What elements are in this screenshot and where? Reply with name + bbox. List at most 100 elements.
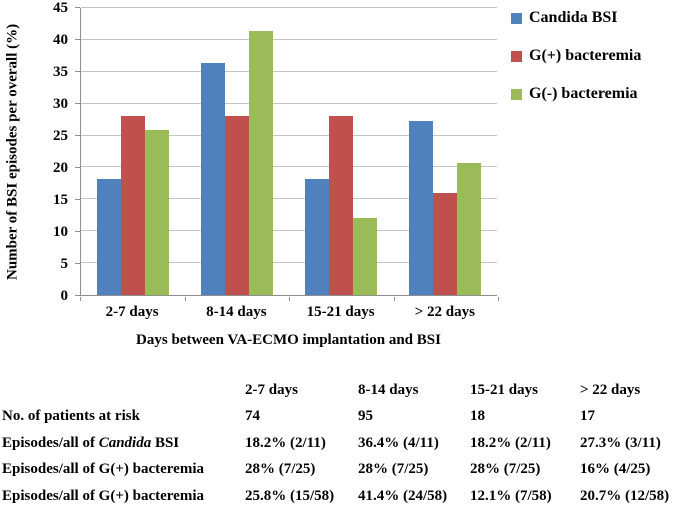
x-tick-mark [393,297,395,301]
legend-item-g-bacteremia: G(-) bacteremia [511,84,641,104]
legend-swatch-icon [511,50,522,62]
y-tick-mark [75,39,80,40]
table-row-label-text: Episodes/all of G(+) bacteremia [2,461,205,478]
table-value-cell: 18.2% (2/11) [245,434,326,451]
bar-g-bacteremia [225,116,249,295]
table-row-label: Episodes/all of G(+) bacteremia [2,483,245,509]
x-category-label: 8-14 days [206,304,267,320]
table-corner-cell [2,377,245,403]
table-header-cell: 15-21 days [470,382,538,398]
table-value-cell: 28% (7/25) [470,461,541,478]
legend-item-g-bacteremia: G(+) bacteremia [511,46,641,66]
y-tick-mark [75,167,80,168]
table-value-cell: 12.1% (7/58) [470,487,552,504]
bar-g-bacteremia [433,192,457,295]
bar-candida-bsi [305,178,329,295]
gridline [81,230,497,232]
gridline [81,7,497,8]
table-header-cell: 2-7 days [245,382,298,398]
bar-chart: Number of BSI episodes per overall (%) 0… [4,0,642,348]
y-tick-mark [75,199,80,200]
bar-candida-bsi [201,62,225,295]
y-tick-mark [75,231,80,232]
table-value-cell: 95 [358,408,373,425]
table-row-label-text: Candida [98,434,152,451]
bar-groups [81,8,497,295]
table-value-cell: 16% (4/25) [580,461,651,478]
table-header-cell: 8-14 days [358,382,419,398]
bar-group-15-21-days [289,8,393,295]
bar-candida-bsi [97,178,121,295]
legend: Candida BSI G(+) bacteremia G(-) bacteremi… [511,8,641,122]
bar-g-bacteremia [353,217,377,295]
gridline [81,102,497,104]
table-header-cell: > 22 days [580,382,641,398]
bar-candida-bsi [409,120,433,295]
table-row-label-text: Episodes/all of [2,434,99,451]
y-axis-ticks: 0 5 10 15 20 25 30 35 40 45 [38,0,80,304]
table-row-label: Episodes/all of G(+) bacteremia [2,456,245,482]
y-tick-mark [75,135,80,136]
table-row-label: Episodes/all of Candida BSI [2,430,245,456]
bar-g-bacteremia [457,162,481,295]
y-tick-mark [75,103,80,104]
gridline [81,70,497,72]
y-tick-mark [75,263,80,264]
table-row-label: No. of patients at risk [2,403,245,429]
table-value-cell: 25.8% (15/58) [245,487,335,504]
table-value-cell: 28% (7/25) [245,461,316,478]
legend-swatch-icon [511,88,522,100]
y-tick-label: 15 [53,192,68,209]
y-tick-label: 5 [60,256,69,273]
x-tick-mark [289,297,290,301]
gridline [81,38,497,40]
bar-group-2-7-days [81,8,185,295]
y-tick-label: 40 [53,32,68,49]
y-tick-mark [75,7,80,8]
legend-label: G(-) bacteremia [529,85,638,102]
plot-area [80,7,497,296]
table-value-cell: 36.4% (4/11) [358,434,439,451]
x-category-label: 15-21 days [306,304,375,320]
legend-label: G(+) bacteremia [529,47,642,64]
gridline [81,134,497,136]
bar-g-bacteremia [329,116,353,295]
y-tick-mark [75,295,80,296]
y-axis-title: Number of BSI episodes per overall (%) [4,23,21,281]
y-tick-label: 30 [53,96,68,113]
x-category-label: 2-7 days [105,304,159,320]
table-row-label-text: No. of patients at risk [2,408,140,425]
gridline [81,166,497,168]
y-tick-label: 35 [53,64,68,80]
bar-group-22-days [393,8,497,295]
table-value-cell: 41.4% (24/58) [358,487,448,504]
x-tick-mark [498,297,499,301]
bar-g-bacteremia [249,30,273,295]
y-tick-label: 20 [53,160,68,177]
legend-label: Candida BSI [529,9,618,26]
table-value-cell: 74 [245,408,260,425]
gridline [81,198,497,200]
table-row-label-text: BSI [151,434,180,451]
legend-swatch-icon [511,12,522,24]
x-category-label: > 22 days [414,304,475,320]
x-axis-labels: 2-7 days 8-14 days 15-21 days > 22 days [80,304,497,321]
table-value-cell: 18 [470,408,485,425]
bar-group-8-14-days [185,8,289,295]
gridline [81,262,497,264]
table-row-label-text: Episodes/all of G(+) bacteremia [2,487,205,504]
y-tick-mark [75,71,80,72]
table-value-cell: 27.3% (3/11) [580,434,661,451]
data-table: 2-7 days 8-14 days 15-21 days > 22 days No. … [2,377,683,509]
x-axis-title: Days between VA-ECMO implantation and BS… [136,332,441,348]
table-value-cell: 18.2% (2/11) [470,434,551,451]
bar-g-bacteremia [121,116,145,295]
x-axis-tick-marks [80,297,499,302]
y-tick-label: 25 [53,128,68,144]
table-value-cell: 17 [580,408,595,425]
table-value-cell: 28% (7/25) [358,461,429,478]
legend-item-candida-bsi: Candida BSI [511,8,641,28]
x-tick-mark [80,297,81,301]
bar-g-bacteremia [145,130,169,295]
y-tick-label: 0 [60,288,69,304]
